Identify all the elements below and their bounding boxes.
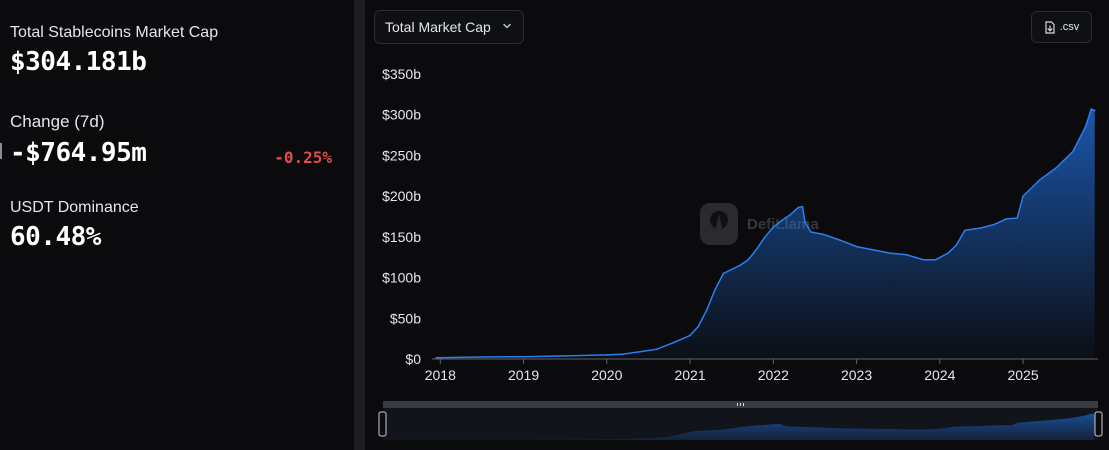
market-cap-label: Total Stablecoins Market Cap [10, 24, 219, 41]
change-percent: -0.25% [274, 148, 332, 167]
chart-panel: Total Market Cap .csv [365, 0, 1109, 450]
download-icon [1045, 20, 1055, 34]
dominance-value: 60.48% [10, 222, 101, 252]
stats-panel: Total Stablecoins Market Cap $304.181b C… [0, 0, 354, 450]
market-cap-value: $304.181b [10, 47, 147, 77]
range-brush[interactable] [378, 401, 1103, 440]
csv-button-label: .csv [1059, 21, 1080, 33]
panel-divider [354, 0, 365, 450]
metric-dropdown-label: Total Market Cap [385, 19, 491, 35]
metric-dropdown[interactable]: Total Market Cap [374, 10, 524, 44]
dominance-label: USDT Dominance [10, 199, 139, 216]
change-value: -$764.95m [10, 138, 147, 168]
brush-preview-area [387, 413, 1095, 440]
csv-download-button[interactable]: .csv [1031, 11, 1092, 43]
brush-grip-icon [737, 403, 744, 406]
brush-right-handle[interactable] [1094, 411, 1103, 437]
brush-left-handle[interactable] [378, 411, 387, 437]
chevron-down-icon [503, 23, 511, 29]
change-label: Change (7d) [10, 112, 105, 131]
edge-marker [0, 143, 2, 159]
